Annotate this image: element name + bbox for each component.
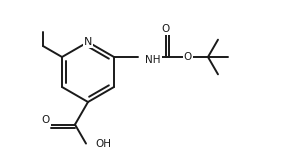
Text: N: N bbox=[84, 37, 92, 47]
Text: OH: OH bbox=[95, 139, 111, 149]
Text: O: O bbox=[184, 52, 192, 62]
Text: NH: NH bbox=[145, 55, 160, 65]
Text: O: O bbox=[162, 24, 170, 34]
Text: O: O bbox=[42, 115, 50, 125]
